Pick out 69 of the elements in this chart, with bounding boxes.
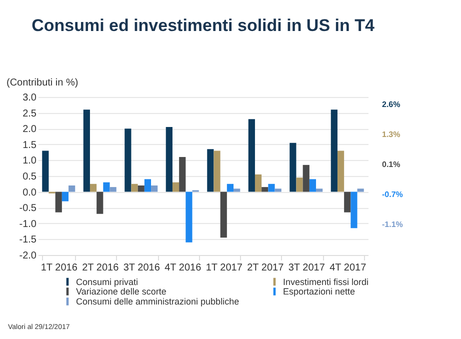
- bar: [226, 184, 234, 192]
- x-tick-label: 2T 2017: [247, 262, 284, 274]
- bar: [220, 192, 227, 238]
- bar: [234, 188, 240, 192]
- y-tick-label: 0.0: [22, 187, 37, 198]
- bar: [103, 182, 110, 192]
- bar: [254, 174, 262, 192]
- bar: [302, 164, 310, 192]
- legend-label: Consumi privati: [76, 276, 138, 287]
- bar: [274, 188, 282, 192]
- bar: [110, 187, 116, 192]
- legend-label: Variazione delle scorte: [76, 286, 166, 296]
- bar: [357, 188, 364, 192]
- y-tick-label: 1.0: [22, 156, 37, 167]
- x-tick-label: 2T 2016: [82, 262, 120, 274]
- bar: [330, 110, 338, 192]
- bar: [262, 187, 268, 192]
- bar: [96, 192, 104, 214]
- chart-title: Consumi ed investimenti solidi in US in T4: [32, 16, 375, 35]
- legend-label: Esportazioni nette: [283, 286, 356, 296]
- text: 1.3%: [382, 130, 400, 139]
- y-tick-label: 2.5: [22, 108, 37, 120]
- bar: [350, 192, 358, 228]
- bar: [179, 157, 186, 192]
- x-tick-label: 4T 2016: [164, 262, 202, 274]
- x-tick-label: 1T 2016: [40, 262, 78, 274]
- bar: [316, 188, 323, 192]
- y-axis-title: (Contributi in %): [6, 78, 78, 88]
- bar: [68, 185, 76, 192]
- bar: [124, 128, 132, 192]
- bar: [344, 192, 351, 212]
- legend-label: Investimenti fissi lordi: [283, 276, 369, 287]
- bar: [309, 179, 316, 192]
- bar: [214, 150, 220, 192]
- bar: [207, 149, 214, 192]
- x-tick-label: 3T 2017: [288, 262, 326, 274]
- bar: [186, 192, 192, 242]
- bar: [268, 184, 275, 192]
- y-tick-label: 0.5: [22, 172, 37, 182]
- bar: [131, 184, 138, 192]
- bar: [151, 185, 158, 192]
- y-tick-label: 1.5: [22, 140, 37, 151]
- bar: [290, 142, 296, 192]
- x-tick-label: 1T 2017: [206, 262, 243, 274]
- y-tick-label: -1.0: [19, 218, 37, 230]
- bar: [172, 182, 180, 192]
- text: -0.7%: [382, 190, 403, 199]
- bar: [138, 185, 144, 192]
- bar: [166, 127, 172, 192]
- bar: [337, 150, 344, 192]
- bar: [90, 184, 97, 192]
- y-tick-label: -0.5: [19, 203, 37, 214]
- x-tick-label: 4T 2017: [330, 262, 367, 274]
- text: -1.1%: [382, 220, 403, 229]
- bar: [55, 192, 62, 212]
- bar: [296, 178, 303, 192]
- bar: [83, 110, 90, 192]
- bar: [42, 150, 49, 192]
- bar: [144, 179, 152, 192]
- y-tick-label: -1.5: [19, 234, 37, 246]
- legend-label: Consumi delle amministrazioni pubbliche: [76, 296, 240, 306]
- x-tick-label: 3T 2016: [123, 262, 160, 274]
- text: 0.1%: [382, 160, 400, 169]
- bar: [62, 192, 69, 202]
- bar: [248, 119, 255, 192]
- y-tick-label: 3.0: [22, 92, 37, 104]
- y-tick-label: -2.0: [19, 250, 37, 262]
- text: 2.6%: [382, 100, 400, 109]
- y-tick-label: 2.0: [22, 124, 37, 136]
